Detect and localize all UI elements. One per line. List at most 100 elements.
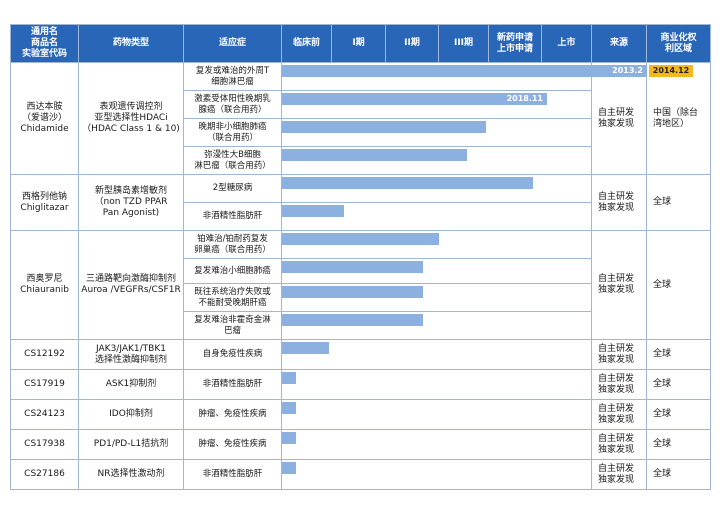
pipeline-body: 西达本胺 （爱谱沙） Chidamide 表观遗传调控剂 亚型选择性HDACi （HDAC… [10,62,711,490]
rights-cell: 全球 [646,429,711,460]
drug-type-cell: 三通路靶向激酶抑制剂 Auroa /VEGFRs/CSF1R [78,230,184,340]
source-cell: 自主研发 独家发现 [591,369,647,400]
progress-cell: 2013.2 2014.12 [281,62,693,91]
source-cell: 自主研发 独家发现 [591,62,647,175]
header-phase2: II期 [385,24,439,63]
progress-bar [282,462,296,474]
header-type: 药物类型 [78,24,184,63]
header-row: 通用名 商品名 实验室代码 药物类型 适应症 临床前 I期 II期 III期 新药申… [10,24,711,63]
progress-bar [282,261,423,273]
progress-bar [282,177,533,189]
header-source: 来源 [591,24,647,63]
progress-cell: 2018.11 [281,90,592,119]
source-cell: 自主研发 独家发现 [591,459,647,490]
progress-bar [282,233,439,245]
indication-cell: 非酒精性脂肪肝 [183,202,282,231]
drug-type-cell: PD1/PD-L1拮抗剂 [78,429,184,460]
progress-cell [281,146,592,175]
header-indication: 适应症 [183,24,282,63]
rights-cell: 全球 [646,459,711,490]
rights-cell: 中国（除台 湾地区） [646,62,711,175]
progress-bar: 2013.2 [282,65,647,77]
indication-cell: 复发难治非霍奇金淋 巴瘤 [183,311,282,340]
header-rights: 商业化权 利区域 [646,24,711,63]
indication-cell: 晚期非小细胞肺癌 （联合用药） [183,118,282,147]
drug-name-cell: 西格列他钠 Chiglitazar [10,174,79,231]
progress-cell [281,339,592,370]
drug-name-cell: CS27186 [10,459,79,490]
indication-cell: 肿瘤、免疫性疾病 [183,429,282,460]
progress-cell [281,369,592,400]
progress-cell [281,202,592,231]
progress-bar [282,372,296,384]
progress-cell [281,429,592,460]
indication-cell: 非酒精性脂肪肝 [183,369,282,400]
drug-name-cell: 西达本胺 （爱谱沙） Chidamide [10,62,79,175]
indication-cell: 复发难治小细胞肺癌 [183,258,282,284]
header-phase3: III期 [438,24,489,63]
indication-cell: 2型糖尿病 [183,174,282,203]
indication-cell: 既往系统治疗失败或 不能耐受晚期肝癌 [183,283,282,312]
rights-cell: 全球 [646,174,711,231]
progress-bar [282,205,344,217]
table-row: 晚期非小细胞肺癌 （联合用药） [11,118,711,147]
table-row: 弥漫性大B细胞 淋巴瘤（联合用药） [11,146,711,175]
drug-name-cell: 西奥罗尼 Chiauranib [10,230,79,340]
drug-name-cell: CS24123 [10,399,79,430]
indication-cell: 弥漫性大B细胞 淋巴瘤（联合用药） [183,146,282,175]
market-milestone-badge: 2014.12 [649,65,693,77]
drug-name-cell: CS17919 [10,369,79,400]
table-row: CS12192 JAK3/JAK1/TBK1 选择性激酶抑制剂 自身免疫性疾病 自主研发… [10,339,711,370]
drug-type-cell: JAK3/JAK1/TBK1 选择性激酶抑制剂 [78,339,184,370]
drug-type-cell: ASK1抑制剂 [78,369,184,400]
progress-cell [281,459,592,490]
progress-cell [281,258,592,284]
progress-cell [281,399,592,430]
progress-cell [281,230,592,259]
rights-cell: 全球 [646,369,711,400]
table-row: CS27186 NR选择性激动剂 非酒精性脂肪肝 自主研发 独家发现 全球 [10,459,711,490]
drug-type-cell: 表观遗传调控剂 亚型选择性HDACi （HDAC Class 1 & 10) [78,62,184,175]
drug-type-cell: NR选择性激动剂 [78,459,184,490]
progress-bar [282,314,423,326]
source-cell: 自主研发 独家发现 [591,174,647,231]
table-row: 西格列他钠 Chiglitazar 新型胰岛素增敏剂 （non TZD PPAR Pan… [10,174,711,231]
indication-cell: 激素受体阳性晚期乳 腺癌（联合用药） [183,90,282,119]
source-cell: 自主研发 独家发现 [591,429,647,460]
progress-cell [281,283,592,312]
progress-bar [282,402,296,414]
rights-cell: 全球 [646,230,711,340]
indication-cell: 复发或难治的外周T 细胞淋巴瘤 [183,62,282,91]
header-name: 通用名 商品名 实验室代码 [10,24,79,63]
table-row: CS24123 IDO抑制剂 肿瘤、免疫性疾病 自主研发 独家发现 全球 [10,399,711,430]
progress-cell [281,311,592,340]
progress-cell [281,174,592,203]
drug-type-cell: 新型胰岛素增敏剂 （non TZD PPAR Pan Agonist) [78,174,184,231]
table-row: CS17919 ASK1抑制剂 非酒精性脂肪肝 自主研发 独家发现 全球 [10,369,711,400]
progress-cell [281,118,592,147]
progress-bar [282,286,423,298]
table-row: 西达本胺 （爱谱沙） Chidamide 表观遗传调控剂 亚型选择性HDACi （HDAC… [10,62,711,175]
source-cell: 自主研发 独家发现 [591,399,647,430]
progress-bar [282,149,467,161]
table-row: 西奥罗尼 Chiauranib 三通路靶向激酶抑制剂 Auroa /VEGFRs/CS… [10,230,711,340]
indication-cell: 自身免疫性疾病 [183,339,282,370]
rights-cell: 全球 [646,399,711,430]
table-row: 既往系统治疗失败或 不能耐受晚期肝癌 [11,283,711,312]
progress-bar [282,432,296,444]
header-nda: 新药申请 上市申请 [488,24,542,63]
progress-bar [282,121,486,133]
table-row: 激素受体阳性晚期乳 腺癌（联合用药） 2018.11 [11,90,711,119]
drug-name-cell: CS17938 [10,429,79,460]
indication-cell: 铂难治/铂耐药复发 卵巢癌（联合用药） [183,230,282,259]
header-preclinical: 临床前 [281,24,332,63]
rights-cell: 全球 [646,339,711,370]
table-row: 复发难治非霍奇金淋 巴瘤 [11,311,711,340]
indication-cell: 非酒精性脂肪肝 [183,459,282,490]
milestone-label: 2018.11 [506,94,543,103]
progress-bar [282,342,329,354]
milestone-label: 2013.2 [612,66,643,75]
indication-cell: 肿瘤、免疫性疾病 [183,399,282,430]
table-row: CS17938 PD1/PD-L1拮抗剂 肿瘤、免疫性疾病 自主研发 独家发现 全球 [10,429,711,460]
header-phase1: I期 [331,24,386,63]
